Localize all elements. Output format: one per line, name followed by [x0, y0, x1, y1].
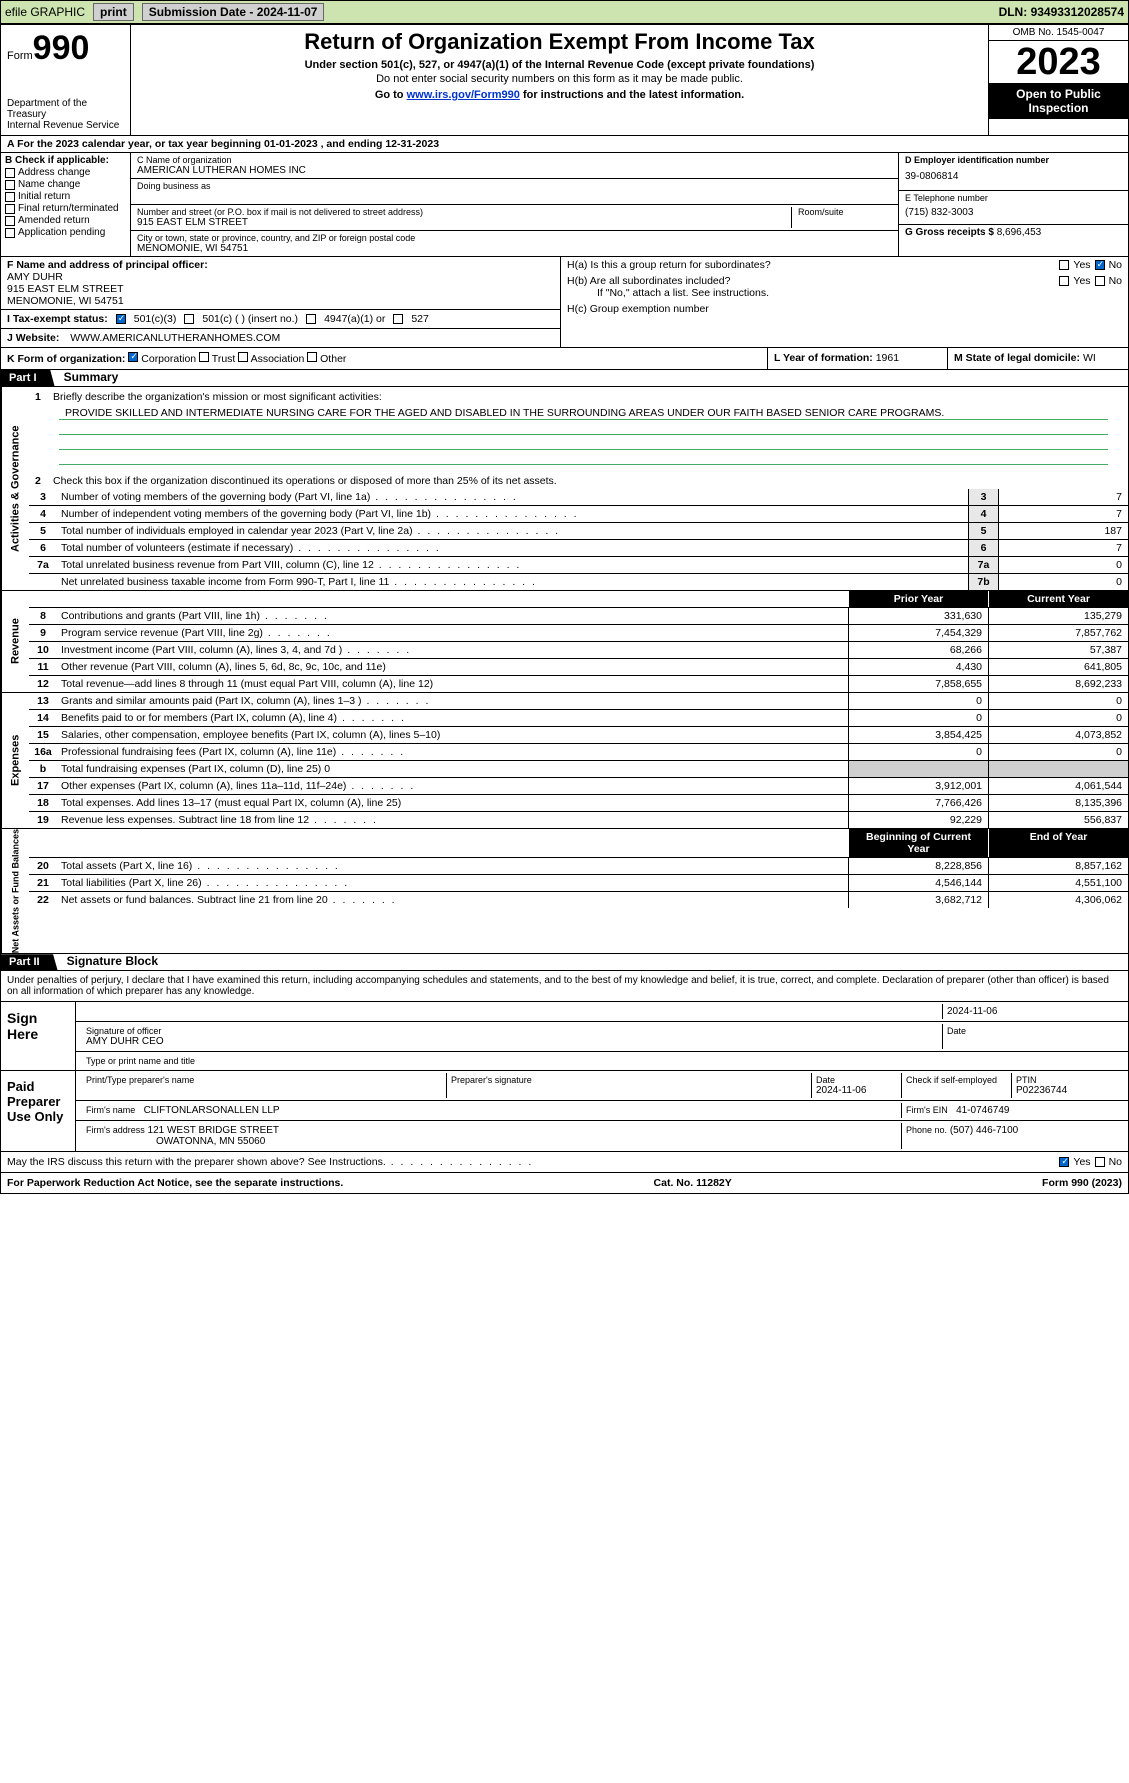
checkbox-ha-yes[interactable] — [1059, 260, 1069, 270]
ssn-warning: Do not enter social security numbers on … — [139, 73, 980, 85]
checkbox-4947[interactable] — [306, 314, 316, 324]
submission-date-box: Submission Date - 2024-11-07 — [142, 3, 325, 21]
line7a-value: 0 — [998, 557, 1128, 573]
irs-link[interactable]: www.irs.gov/Form990 — [407, 89, 520, 101]
omb-number: OMB No. 1545-0047 — [989, 25, 1128, 41]
irs-label: Internal Revenue Service — [7, 120, 124, 131]
part2-header: Part II Signature Block — [1, 954, 1128, 971]
form-subtitle: Under section 501(c), 527, or 4947(a)(1)… — [139, 59, 980, 71]
checkbox-ha-no[interactable] — [1095, 260, 1105, 270]
firm-ein: 41-0746749 — [956, 1105, 1009, 1116]
line3-value: 7 — [998, 489, 1128, 505]
checkbox-initial-return[interactable] — [5, 192, 15, 202]
officer-name: AMY DUHR — [7, 271, 554, 283]
tax-status-row: I Tax-exempt status: 501(c)(3) 501(c) ( … — [1, 309, 560, 328]
sidebar-activities: Activities & Governance — [1, 387, 29, 590]
mission-text: PROVIDE SKILLED AND INTERMEDIATE NURSING… — [59, 407, 1108, 420]
officer-sig: AMY DUHR CEO — [86, 1036, 938, 1047]
org-city: MENOMONIE, WI 54751 — [137, 243, 892, 254]
revenue-section: Revenue Prior YearCurrent Year 8Contribu… — [1, 591, 1128, 693]
line4-value: 7 — [998, 506, 1128, 522]
paid-preparer-row: Paid Preparer Use Only Print/Type prepar… — [1, 1070, 1128, 1152]
box-h: H(a) Is this a group return for subordin… — [561, 257, 1128, 347]
checkbox-501c3[interactable] — [116, 314, 126, 324]
checkbox-final-return[interactable] — [5, 204, 15, 214]
header-right: OMB No. 1545-0047 2023 Open to Public In… — [988, 25, 1128, 135]
form-header: Form990 Department of the Treasury Inter… — [1, 25, 1128, 136]
checkbox-application-pending[interactable] — [5, 228, 15, 238]
firm-phone: (507) 446-7100 — [950, 1125, 1018, 1136]
sig-date: 2024-11-06 — [942, 1004, 1122, 1019]
sign-here-row: Sign Here 2024-11-06 Signature of office… — [1, 1001, 1128, 1070]
header-left: Form990 Department of the Treasury Inter… — [1, 25, 131, 135]
checkbox-corp[interactable] — [128, 352, 138, 362]
checkbox-527[interactable] — [393, 314, 403, 324]
checkbox-amended-return[interactable] — [5, 216, 15, 226]
checkbox-discuss-yes[interactable] — [1059, 1157, 1069, 1167]
line8-curr: 135,279 — [988, 608, 1128, 624]
sidebar-revenue: Revenue — [1, 591, 29, 692]
line5-value: 187 — [998, 523, 1128, 539]
checkbox-address-change[interactable] — [5, 168, 15, 178]
gross-receipts: 8,696,453 — [997, 227, 1042, 238]
firm-name: CLIFTONLARSONALLEN LLP — [144, 1105, 280, 1116]
perjury-text: Under penalties of perjury, I declare th… — [1, 971, 1128, 1001]
checkbox-assoc[interactable] — [238, 352, 248, 362]
box-d: D Employer identification number39-08068… — [898, 153, 1128, 256]
line6-value: 7 — [998, 540, 1128, 556]
form-990: Form990 Department of the Treasury Inter… — [0, 24, 1129, 1194]
checkbox-discuss-no[interactable] — [1095, 1157, 1105, 1167]
dept-treasury: Department of the Treasury — [7, 98, 124, 120]
sidebar-net-assets: Net Assets or Fund Balances — [1, 829, 29, 953]
checkbox-name-change[interactable] — [5, 180, 15, 190]
form-title: Return of Organization Exempt From Incom… — [139, 29, 980, 55]
box-c: C Name of organization AMERICAN LUTHERAN… — [131, 153, 898, 256]
tax-year: 2023 — [989, 41, 1128, 83]
checkbox-hb-yes[interactable] — [1059, 276, 1069, 286]
sidebar-expenses: Expenses — [1, 693, 29, 828]
box-b: B Check if applicable: Address change Na… — [1, 153, 131, 256]
ptin: P02236744 — [1016, 1085, 1118, 1096]
checkbox-other[interactable] — [307, 352, 317, 362]
part1-header: Part I Summary — [1, 370, 1128, 387]
org-name: AMERICAN LUTHERAN HOMES INC — [137, 165, 892, 176]
open-to-public: Open to Public Inspection — [989, 83, 1128, 119]
expenses-section: Expenses 13Grants and similar amounts pa… — [1, 693, 1128, 829]
year-formation: 1961 — [876, 352, 899, 364]
state-domicile: WI — [1083, 352, 1096, 364]
checkbox-trust[interactable] — [199, 352, 209, 362]
discuss-row: May the IRS discuss this return with the… — [1, 1152, 1128, 1173]
dln: DLN: 93493312028574 — [999, 5, 1124, 19]
print-button[interactable]: print — [93, 3, 134, 21]
phone: (715) 832-3003 — [905, 203, 1122, 222]
activities-governance-section: Activities & Governance 1Briefly describ… — [1, 387, 1128, 591]
instructions-link-row: Go to www.irs.gov/Form990 for instructio… — [139, 89, 980, 101]
row-a-tax-year: A For the 2023 calendar year, or tax yea… — [1, 136, 1128, 153]
section-fhi: F Name and address of principal officer:… — [1, 257, 1128, 348]
page-footer: For Paperwork Reduction Act Notice, see … — [1, 1173, 1128, 1193]
website: WWW.AMERICANLUTHERANHOMES.COM — [70, 332, 280, 344]
top-toolbar: efile GRAPHIC print Submission Date - 20… — [0, 0, 1129, 24]
efile-label: efile GRAPHIC — [5, 5, 85, 19]
org-street: 915 EAST ELM STREET — [137, 217, 785, 228]
section-bcd: B Check if applicable: Address change Na… — [1, 153, 1128, 257]
row-klm: K Form of organization: Corporation Trus… — [1, 348, 1128, 370]
checkbox-501c[interactable] — [184, 314, 194, 324]
line8-prior: 331,630 — [848, 608, 988, 624]
net-assets-section: Net Assets or Fund Balances Beginning of… — [1, 829, 1128, 954]
ein: 39-0806814 — [905, 165, 1122, 188]
checkbox-hb-no[interactable] — [1095, 276, 1105, 286]
line7b-value: 0 — [998, 574, 1128, 590]
header-middle: Return of Organization Exempt From Incom… — [131, 25, 988, 135]
